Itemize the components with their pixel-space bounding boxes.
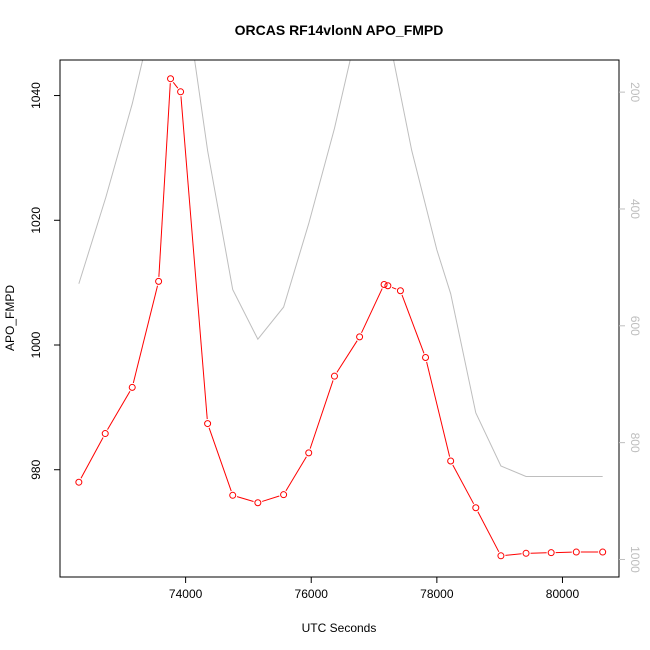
series-segment bbox=[452, 464, 475, 505]
data-point bbox=[167, 75, 175, 83]
data-point bbox=[522, 549, 530, 557]
x-tick-label: 78000 bbox=[420, 587, 454, 601]
series-segment bbox=[236, 496, 254, 502]
series-segment bbox=[309, 380, 334, 449]
data-point bbox=[75, 478, 83, 486]
series-segment bbox=[426, 361, 451, 457]
series-segment bbox=[401, 294, 425, 354]
series-segment bbox=[336, 340, 358, 373]
series-segment bbox=[285, 456, 307, 492]
series-segment bbox=[261, 495, 280, 502]
series-segment bbox=[180, 96, 208, 420]
y-tick-label: 1040 bbox=[29, 82, 43, 109]
primary-series-layer bbox=[75, 75, 607, 560]
y2-tick-label: 200 bbox=[628, 82, 642, 102]
data-point bbox=[128, 383, 136, 391]
series-segment bbox=[132, 285, 159, 384]
y2-tick-label: 600 bbox=[628, 316, 642, 336]
secondary-series-line bbox=[78, 60, 603, 478]
data-point bbox=[380, 281, 388, 289]
series-segment bbox=[107, 391, 131, 430]
x-tick-label: 80000 bbox=[546, 587, 580, 601]
data-point bbox=[422, 353, 430, 361]
y-axis-label: APO_FMPD bbox=[3, 285, 17, 351]
data-point bbox=[356, 333, 364, 341]
series-segment bbox=[208, 427, 232, 492]
y-tick-label: 980 bbox=[29, 459, 43, 479]
data-point bbox=[572, 548, 580, 556]
x-axis: 74000 76000 78000 80000 bbox=[169, 577, 580, 601]
y2-tick-label: 1000 bbox=[628, 546, 642, 573]
data-point bbox=[472, 504, 480, 512]
data-point bbox=[204, 420, 212, 428]
y-tick-label: 1020 bbox=[29, 207, 43, 234]
series-segment bbox=[477, 511, 500, 553]
y-axis-left: 980 1000 1020 1040 bbox=[29, 82, 60, 480]
plot-frame bbox=[59, 59, 620, 578]
data-point bbox=[330, 372, 338, 380]
x-tick-label: 76000 bbox=[295, 587, 329, 601]
data-point bbox=[177, 88, 185, 96]
data-point bbox=[547, 549, 555, 557]
chart-title: ORCAS RF14vlonN APO_FMPD bbox=[235, 22, 444, 38]
data-point bbox=[599, 548, 607, 556]
y-tick-label: 1000 bbox=[29, 331, 43, 358]
data-point bbox=[280, 491, 288, 499]
series-segment bbox=[391, 286, 397, 290]
data-point bbox=[254, 499, 262, 507]
y2-tick-label: 400 bbox=[628, 199, 642, 219]
y2-tick-label: 800 bbox=[628, 433, 642, 453]
secondary-series-layer bbox=[78, 60, 603, 478]
data-point bbox=[384, 282, 392, 290]
data-point bbox=[155, 277, 163, 285]
data-point bbox=[229, 491, 237, 499]
data-point bbox=[101, 430, 109, 438]
data-point bbox=[305, 449, 313, 457]
y-axis-right: 200 400 600 800 1000 bbox=[619, 82, 642, 573]
x-tick-label: 74000 bbox=[169, 587, 203, 601]
data-point bbox=[447, 457, 455, 465]
data-point bbox=[497, 552, 505, 560]
data-point bbox=[396, 287, 404, 295]
series-segment bbox=[361, 288, 383, 334]
series-segment bbox=[158, 83, 171, 277]
series-segment bbox=[505, 553, 522, 556]
series-segment bbox=[172, 81, 179, 89]
x-axis-label: UTC Seconds bbox=[302, 621, 377, 635]
series-segment bbox=[80, 437, 104, 479]
